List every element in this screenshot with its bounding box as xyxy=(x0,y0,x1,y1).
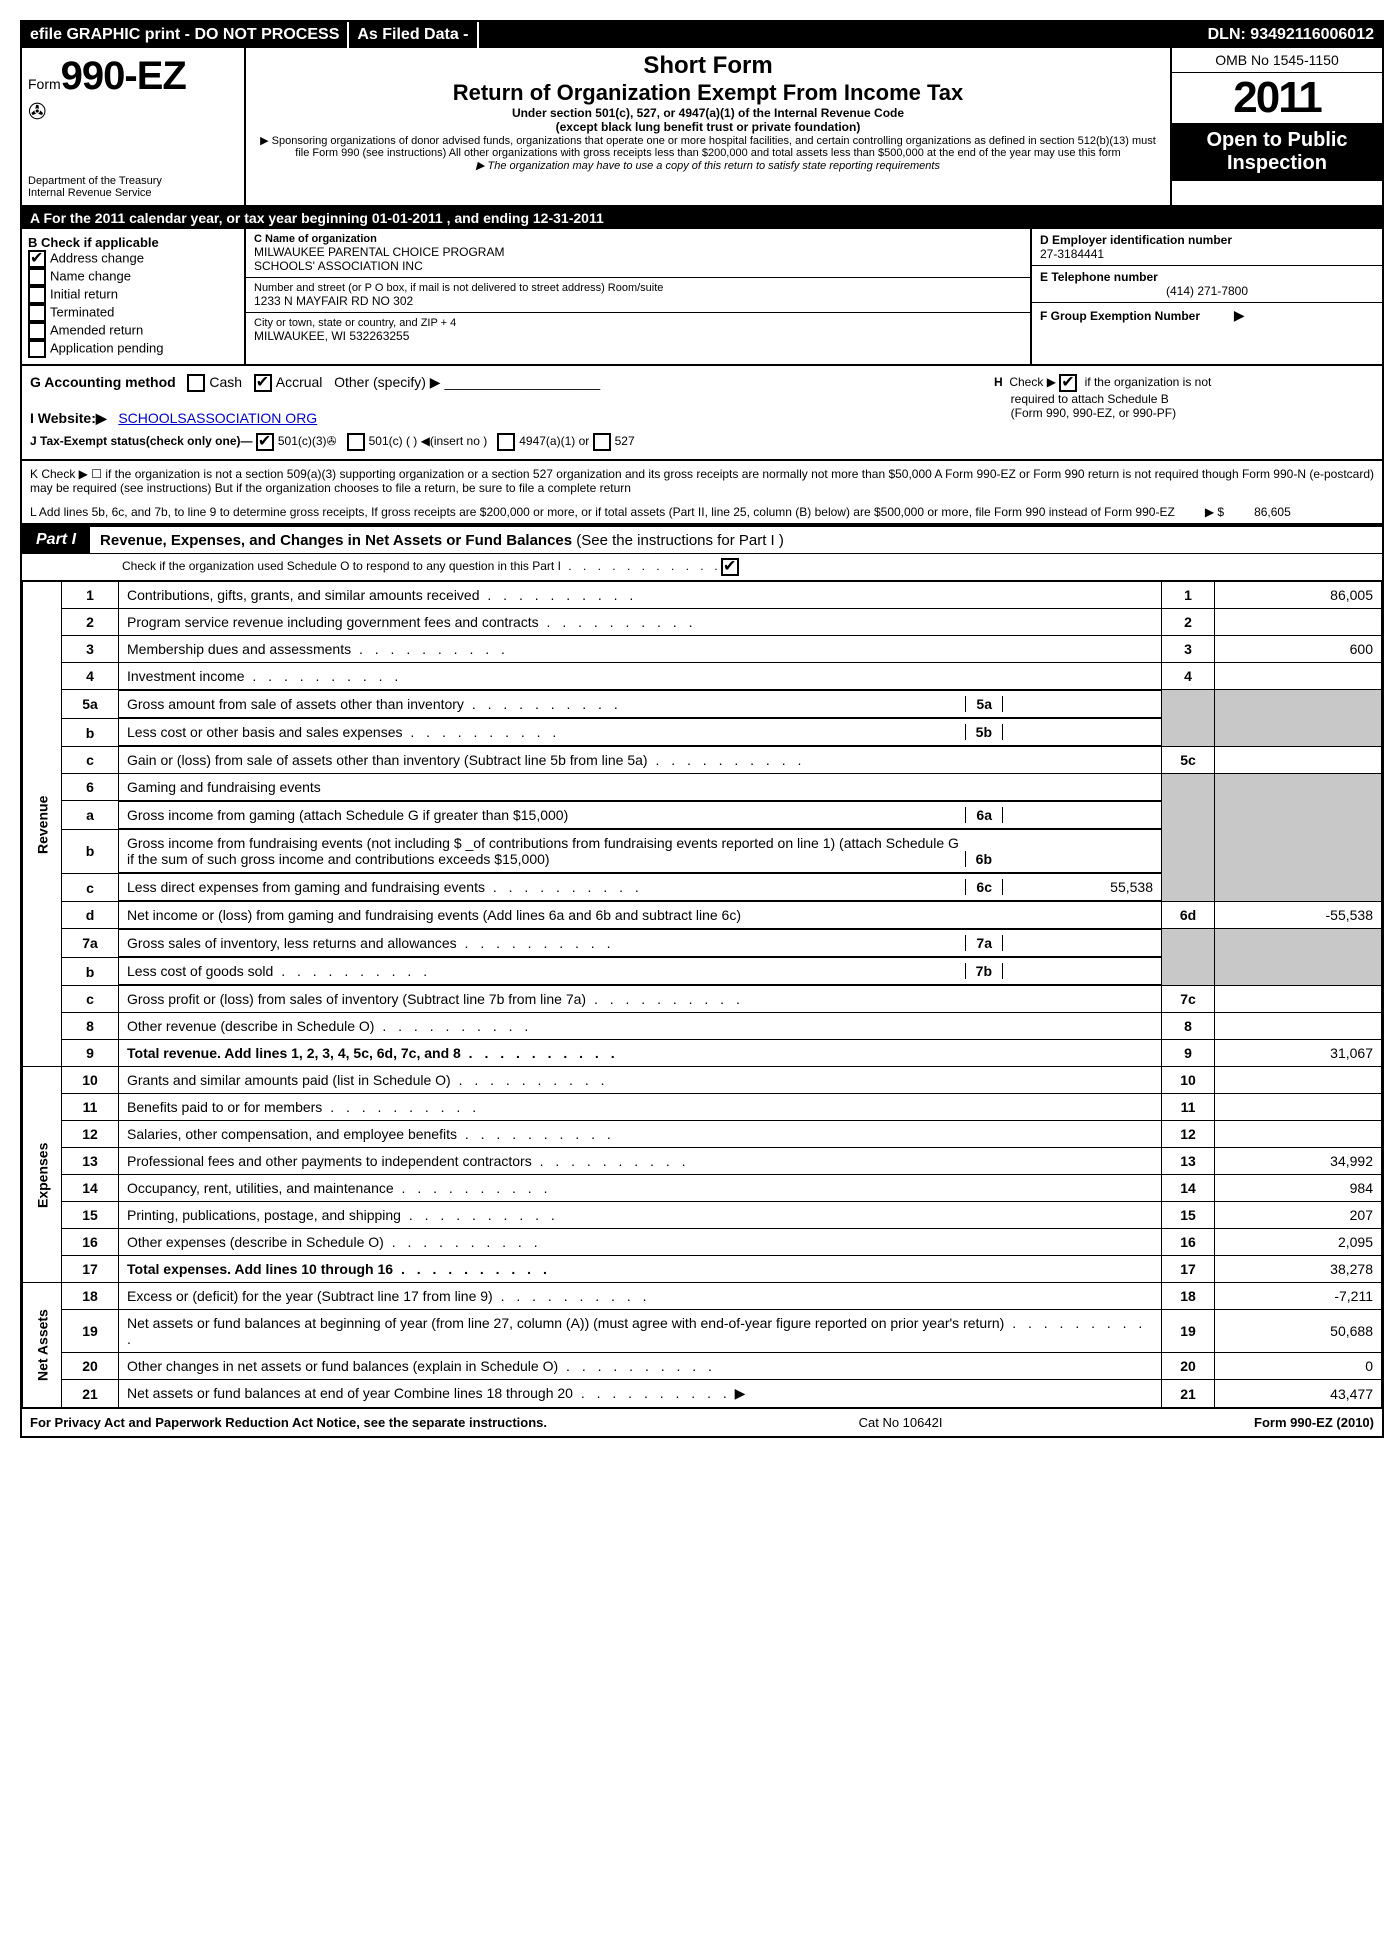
topbar: efile GRAPHIC print - DO NOT PROCESS As … xyxy=(22,22,1382,48)
section-g-h: G Accounting method Cash Accrual Other (… xyxy=(22,366,1382,461)
form-number: Form990-EZ xyxy=(28,54,238,99)
section-l: L Add lines 5b, 6c, and 7b, to line 9 to… xyxy=(22,501,1382,525)
phone: (414) 271-7800 xyxy=(1040,284,1374,298)
website-link[interactable]: SCHOOLSASSOCIATION ORG xyxy=(118,410,317,426)
part1-check: Check if the organization used Schedule … xyxy=(22,554,1382,581)
cb-app-pending[interactable] xyxy=(28,340,46,358)
part1-table: Revenue 1Contributions, gifts, grants, a… xyxy=(22,581,1382,1408)
expenses-label: Expenses xyxy=(23,1067,62,1283)
ein: 27-3184441 xyxy=(1040,247,1374,261)
section-d: D Employer identification number 27-3184… xyxy=(1032,229,1382,266)
cb-initial-return[interactable] xyxy=(28,286,46,304)
form-990ez: efile GRAPHIC print - DO NOT PROCESS As … xyxy=(20,20,1384,1438)
cat-no: Cat No 10642I xyxy=(859,1415,943,1430)
cb-terminated[interactable] xyxy=(28,304,46,322)
cb-schedule-o[interactable] xyxy=(721,558,739,576)
cb-cash[interactable] xyxy=(187,374,205,392)
section-c: C Name of organization MILWAUKEE PARENTA… xyxy=(246,229,1030,364)
cb-4947[interactable] xyxy=(497,433,515,451)
cb-accrual[interactable] xyxy=(254,374,272,392)
dln: DLN: 93492116006012 xyxy=(1200,22,1382,48)
revenue-label: Revenue xyxy=(23,582,62,1067)
dept-treasury: Department of the Treasury xyxy=(28,175,238,187)
net-assets-label: Net Assets xyxy=(23,1283,62,1408)
cb-501c3[interactable] xyxy=(256,433,274,451)
org-city: MILWAUKEE, WI 532263255 xyxy=(254,329,1022,343)
form-ref: Form 990-EZ (2010) xyxy=(1254,1415,1374,1430)
short-form: Short Form xyxy=(258,52,1158,80)
efile-notice: efile GRAPHIC print - DO NOT PROCESS xyxy=(22,22,349,48)
org-name-1: MILWAUKEE PARENTAL CHOICE PROGRAM xyxy=(254,245,1022,259)
gross-receipts: 86,605 xyxy=(1254,505,1291,519)
cb-501c[interactable] xyxy=(347,433,365,451)
section-e: E Telephone number (414) 271-7800 xyxy=(1032,266,1382,303)
header: Form990-EZ ✇ Department of the Treasury … xyxy=(22,48,1382,207)
cb-amended[interactable] xyxy=(28,322,46,340)
under-section: Under section 501(c), 527, or 4947(a)(1)… xyxy=(258,106,1158,120)
sponsor-note: ▶ Sponsoring organizations of donor advi… xyxy=(258,134,1158,159)
cb-name-change[interactable] xyxy=(28,268,46,286)
row-a-calendar-year: A For the 2011 calendar year, or tax yea… xyxy=(22,207,1382,229)
tax-year: 2011 xyxy=(1172,73,1382,123)
cb-527[interactable] xyxy=(593,433,611,451)
org-street: 1233 N MAYFAIR RD NO 302 xyxy=(254,294,1022,308)
cb-address-change[interactable] xyxy=(28,250,46,268)
state-note: ▶ The organization may have to use a cop… xyxy=(258,159,1158,172)
section-k: K Check ▶ ☐ if the organization is not a… xyxy=(22,461,1382,501)
asfiled: As Filed Data - xyxy=(349,22,478,48)
org-name-2: SCHOOLS' ASSOCIATION INC xyxy=(254,259,1022,273)
org-info: B Check if applicable Address change Nam… xyxy=(22,229,1382,366)
cb-schedule-b[interactable] xyxy=(1059,374,1077,392)
irs: Internal Revenue Service xyxy=(28,187,238,199)
except: (except black lung benefit trust or priv… xyxy=(258,120,1158,134)
omb-no: OMB No 1545-1150 xyxy=(1172,48,1382,73)
privacy-notice: For Privacy Act and Paperwork Reduction … xyxy=(30,1415,547,1430)
open-public: Open to Public Inspection xyxy=(1172,123,1382,181)
footer: For Privacy Act and Paperwork Reduction … xyxy=(22,1408,1382,1436)
section-b: B Check if applicable Address change Nam… xyxy=(22,229,246,364)
section-f: F Group Exemption Number ▶ xyxy=(1032,303,1382,328)
part-1-header: Part I Revenue, Expenses, and Changes in… xyxy=(22,525,1382,554)
return-title: Return of Organization Exempt From Incom… xyxy=(258,80,1158,106)
